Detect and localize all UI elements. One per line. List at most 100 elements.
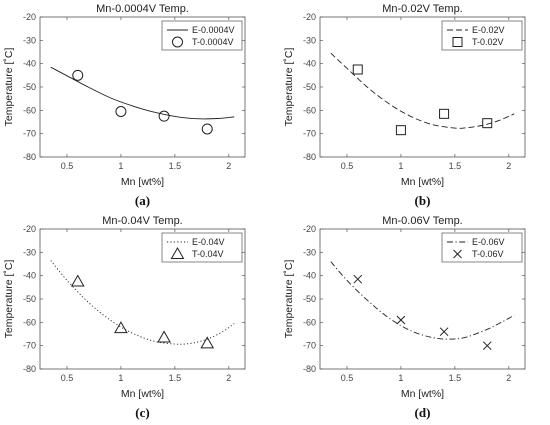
x-tick-label: 1: [398, 161, 403, 171]
x-tick-label: 2: [506, 373, 511, 383]
data-point: [158, 110, 170, 122]
y-tick-label: -20: [303, 12, 316, 22]
y-axis-label: Temperature [˚C]: [3, 48, 15, 127]
y-tick-label: -80: [303, 152, 316, 162]
data-point: [157, 330, 171, 343]
y-tick-label: -20: [23, 12, 36, 22]
x-tick-label: 1: [118, 373, 123, 383]
legend-box: [161, 20, 243, 51]
legend-entry-label: E-0.0004V: [192, 25, 235, 35]
y-tick-label: -60: [23, 105, 36, 115]
panel-label: (c): [135, 405, 149, 420]
chart-panel-c: Mn-0.04V Temp. -80 -70 -60 -50 -40 -30 -20 0.5 1 1…: [3, 215, 246, 420]
y-tick-label: -60: [23, 317, 36, 327]
x-axis-label: Mn [wt%]: [121, 388, 164, 400]
data-point: [482, 341, 492, 351]
series-line-E-0.0004V: [50, 66, 235, 120]
chart-panel-d: Mn-0.06V Temp. -80 -70 -60 -50 -40 -30 -20 0.5 1 1…: [283, 215, 526, 420]
y-tick-label: -40: [23, 59, 36, 69]
series-line-E-0.02V: [330, 52, 515, 129]
chart-title: Mn-0.04V Temp.: [102, 215, 183, 227]
y-tick-label: -50: [23, 82, 36, 92]
x-tick-label: 1.5: [449, 161, 462, 171]
x-tick-label: 0.5: [61, 161, 74, 171]
y-tick-label: -30: [303, 247, 316, 257]
data-point: [72, 69, 84, 81]
data-point: [439, 108, 450, 119]
y-tick-label: -70: [23, 129, 36, 139]
data-point: [439, 327, 449, 337]
legend-entry-label: T-0.0004V: [192, 37, 234, 47]
y-tick-label: -20: [23, 224, 36, 234]
x-axis-label: Mn [wt%]: [401, 388, 444, 400]
y-tick-label: -30: [23, 247, 36, 257]
panel-label: (a): [135, 193, 150, 208]
x-tick-label: 2: [506, 161, 511, 171]
chart-panel-a: Mn-0.0004V Temp. -80 -70 -60 -50 -40 -30 -20 0.5…: [3, 3, 246, 208]
x-tick-label: 2: [226, 373, 231, 383]
data-point: [115, 106, 127, 117]
y-tick-label: -40: [303, 271, 316, 281]
chart-title: Mn-0.0004V Temp.: [96, 3, 189, 15]
legend-entry-label: T-0.06V: [472, 249, 504, 259]
x-tick-label: 1.5: [169, 161, 182, 171]
data-point: [395, 125, 406, 136]
y-tick-label: -80: [23, 364, 36, 374]
legend-entry-label: E-0.02V: [472, 25, 505, 35]
x-tick-label: 1.5: [449, 373, 462, 383]
y-tick-label: -70: [23, 341, 36, 351]
x-axis-label: Mn [wt%]: [121, 176, 164, 188]
y-tick-label: -30: [303, 35, 316, 45]
data-point: [200, 336, 215, 349]
x-tick-label: 1: [118, 161, 123, 171]
legend: E-0.02V T-0.02V: [441, 20, 523, 51]
y-axis-label: Temperature [˚C]: [3, 260, 15, 339]
legend-box: [161, 232, 243, 263]
x-tick-label: 0.5: [341, 373, 354, 383]
y-axis-label: Temperature [˚C]: [283, 48, 295, 127]
panel-label: (b): [415, 193, 431, 208]
x-tick-label: 1: [398, 373, 403, 383]
legend-entry-label: T-0.02V: [472, 37, 504, 47]
series-line-E-0.06V: [330, 261, 515, 340]
y-axis-label: Temperature [˚C]: [283, 260, 295, 339]
y-tick-label: -60: [303, 105, 316, 115]
legend: E-0.06V T-0.06V: [441, 232, 523, 263]
data-point: [396, 315, 406, 325]
x-tick-label: 1.5: [169, 373, 182, 383]
x-axis-label: Mn [wt%]: [401, 176, 444, 188]
legend: E-0.0004V T-0.0004V: [161, 20, 243, 51]
x-tick-label: 2: [226, 161, 231, 171]
data-point: [482, 118, 493, 129]
y-tick-label: -20: [303, 224, 316, 234]
y-tick-label: -80: [23, 152, 36, 162]
chart-panel-b: Mn-0.02V Temp. -80 -70 -60 -50 -40 -30 -20 0.5 1 1…: [283, 3, 526, 208]
legend-marker-swatch: [170, 246, 185, 259]
y-tick-label: -60: [303, 317, 316, 327]
legend: E-0.04V T-0.04V: [161, 232, 243, 263]
data-point: [70, 274, 85, 287]
legend-marker-swatch: [172, 36, 183, 48]
x-tick-label: 0.5: [61, 373, 74, 383]
data-point: [201, 123, 213, 135]
legend-entry-label: E-0.06V: [472, 237, 505, 247]
data-point: [114, 321, 128, 334]
chart-title: Mn-0.02V Temp.: [382, 3, 463, 15]
y-tick-label: -70: [303, 129, 316, 139]
y-tick-label: -30: [23, 35, 36, 45]
legend-marker-swatch: [452, 37, 463, 47]
legend-marker-swatch: [453, 249, 462, 259]
legend-box: [441, 232, 523, 263]
panel-label: (d): [415, 405, 431, 420]
legend-entry-label: T-0.04V: [192, 249, 224, 259]
chart-title: Mn-0.06V Temp.: [382, 215, 463, 227]
y-tick-label: -50: [303, 82, 316, 92]
y-tick-label: -70: [303, 341, 316, 351]
y-tick-label: -40: [303, 59, 316, 69]
x-tick-label: 0.5: [341, 161, 354, 171]
legend-entry-label: E-0.04V: [192, 237, 225, 247]
legend-box: [441, 20, 523, 51]
data-point: [352, 64, 363, 75]
data-point: [353, 274, 363, 284]
